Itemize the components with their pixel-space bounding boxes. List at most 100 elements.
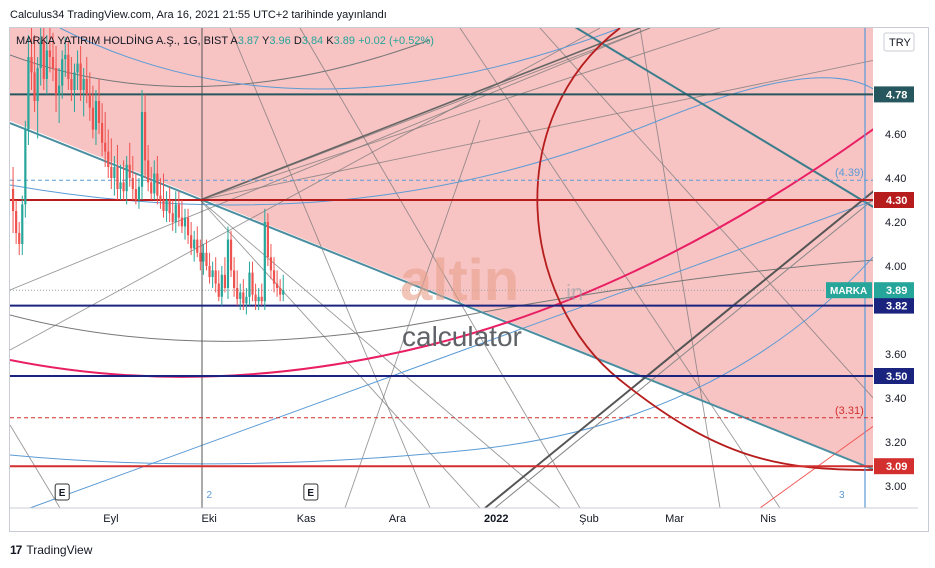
candle-body bbox=[54, 68, 58, 95]
candle-body bbox=[134, 189, 137, 200]
y-tick-label: 4.00 bbox=[885, 261, 906, 273]
candle-body bbox=[211, 270, 214, 277]
candle-body bbox=[140, 112, 144, 187]
candle-body bbox=[239, 292, 242, 299]
high-value: 3.96 bbox=[269, 35, 291, 47]
x-tick-label: Şub bbox=[579, 513, 599, 525]
candle-body bbox=[39, 41, 42, 68]
candle-body bbox=[162, 200, 165, 211]
level-price-label: 3.50 bbox=[886, 371, 907, 383]
candle-body bbox=[110, 167, 113, 178]
symbol-title: MARKA YATIRIM HOLDİNG A.Ş., 1G, BIST bbox=[16, 35, 228, 47]
x-tick-label: Kas bbox=[297, 513, 316, 525]
candle-body bbox=[30, 57, 33, 73]
candle-body bbox=[70, 79, 73, 90]
candle-body bbox=[131, 178, 134, 189]
candle-body bbox=[119, 182, 122, 189]
bar-marker-label: 2 bbox=[207, 490, 213, 501]
event-marker bbox=[303, 483, 319, 501]
candle-body bbox=[245, 296, 248, 304]
candle-body bbox=[263, 222, 266, 302]
publish-caption: Calculus34 TradingView.com, Ara 16, 2021… bbox=[10, 9, 387, 21]
level-price-label: 3.82 bbox=[886, 301, 907, 313]
open-label: A bbox=[230, 35, 238, 47]
candle-body bbox=[33, 72, 36, 101]
level-price-label: 3.09 bbox=[886, 461, 907, 473]
shaded-zone bbox=[10, 28, 873, 469]
candle-body bbox=[113, 167, 116, 178]
high-label: Y bbox=[261, 35, 270, 47]
dashed-level-label: (3.31) bbox=[835, 405, 864, 417]
y-tick-label: 3.20 bbox=[885, 437, 906, 449]
close-label: K bbox=[326, 35, 334, 47]
open-value: 3.87 bbox=[237, 35, 260, 47]
fan-line bbox=[299, 28, 581, 508]
candle-body bbox=[248, 272, 251, 297]
candle-body bbox=[107, 151, 110, 167]
tradingview-logo-icon: 17 bbox=[10, 543, 22, 557]
close-value: 3.89 bbox=[333, 35, 356, 47]
x-tick-label: Eki bbox=[202, 513, 217, 525]
candle-body bbox=[104, 142, 107, 152]
candle-body bbox=[236, 288, 239, 299]
candle-body bbox=[223, 274, 226, 288]
candle-body bbox=[165, 200, 168, 211]
candle-body bbox=[85, 79, 88, 95]
event-label: E bbox=[307, 488, 314, 499]
level-price-tag bbox=[874, 192, 914, 208]
candle-body bbox=[242, 292, 245, 304]
fan-line bbox=[199, 199, 561, 508]
candle-body bbox=[279, 288, 282, 295]
candle-body bbox=[64, 54, 67, 60]
candle-body bbox=[143, 112, 147, 161]
y-tick-label: 4.60 bbox=[885, 129, 906, 141]
candle-body bbox=[233, 270, 236, 288]
candle-body bbox=[128, 164, 131, 178]
footer-brand: TradingView bbox=[26, 543, 93, 557]
candle-body bbox=[51, 57, 55, 68]
chart-frame bbox=[9, 27, 929, 532]
candle-body bbox=[171, 213, 174, 222]
candle-body bbox=[254, 294, 257, 302]
candle-body bbox=[147, 160, 150, 183]
fan-line bbox=[344, 119, 481, 508]
level-price-label: 4.30 bbox=[886, 195, 907, 207]
red-arc bbox=[536, 28, 873, 471]
candle-body bbox=[159, 195, 162, 200]
y-tick-label: 3.00 bbox=[885, 481, 906, 493]
watermark-sub: calculator bbox=[402, 321, 522, 352]
candle-body bbox=[67, 54, 70, 79]
candle-body bbox=[180, 217, 184, 227]
fan-line bbox=[459, 28, 781, 508]
candle-body bbox=[269, 257, 273, 271]
last-price-label: 3.89 bbox=[886, 285, 907, 297]
currency-label[interactable]: TRY bbox=[889, 37, 911, 49]
x-tick-label: Mar bbox=[665, 513, 684, 525]
candle-body bbox=[153, 173, 156, 194]
dashed-level-label: (4.39) bbox=[835, 167, 864, 179]
watermark-brand: altin bbox=[400, 248, 519, 313]
fan-line bbox=[199, 28, 721, 201]
candle-body bbox=[137, 186, 141, 200]
candle-body bbox=[101, 123, 104, 143]
candle-body bbox=[260, 296, 263, 302]
fan-line bbox=[10, 28, 651, 291]
y-tick-label: 4.20 bbox=[885, 217, 906, 229]
candle-body bbox=[208, 266, 211, 277]
candle-body bbox=[199, 252, 202, 262]
blue-arc bbox=[59, 28, 621, 90]
low-label: D bbox=[293, 35, 302, 47]
candle-body bbox=[183, 217, 187, 227]
candle-body bbox=[257, 296, 260, 302]
change-value: +0.02 (+0.52%) bbox=[358, 35, 434, 47]
blue-arc bbox=[10, 256, 873, 465]
candle-body bbox=[202, 252, 205, 262]
candle-body bbox=[217, 283, 220, 297]
candle-body bbox=[48, 50, 52, 57]
candle-body bbox=[94, 101, 98, 130]
x-tick-label: 2022 bbox=[484, 513, 508, 525]
currency-button bbox=[883, 32, 915, 52]
candle-body bbox=[61, 59, 64, 86]
symbol-legend: MARKA YATIRIM HOLDİNG A.Ş., 1G, BIST A3.… bbox=[16, 35, 434, 47]
